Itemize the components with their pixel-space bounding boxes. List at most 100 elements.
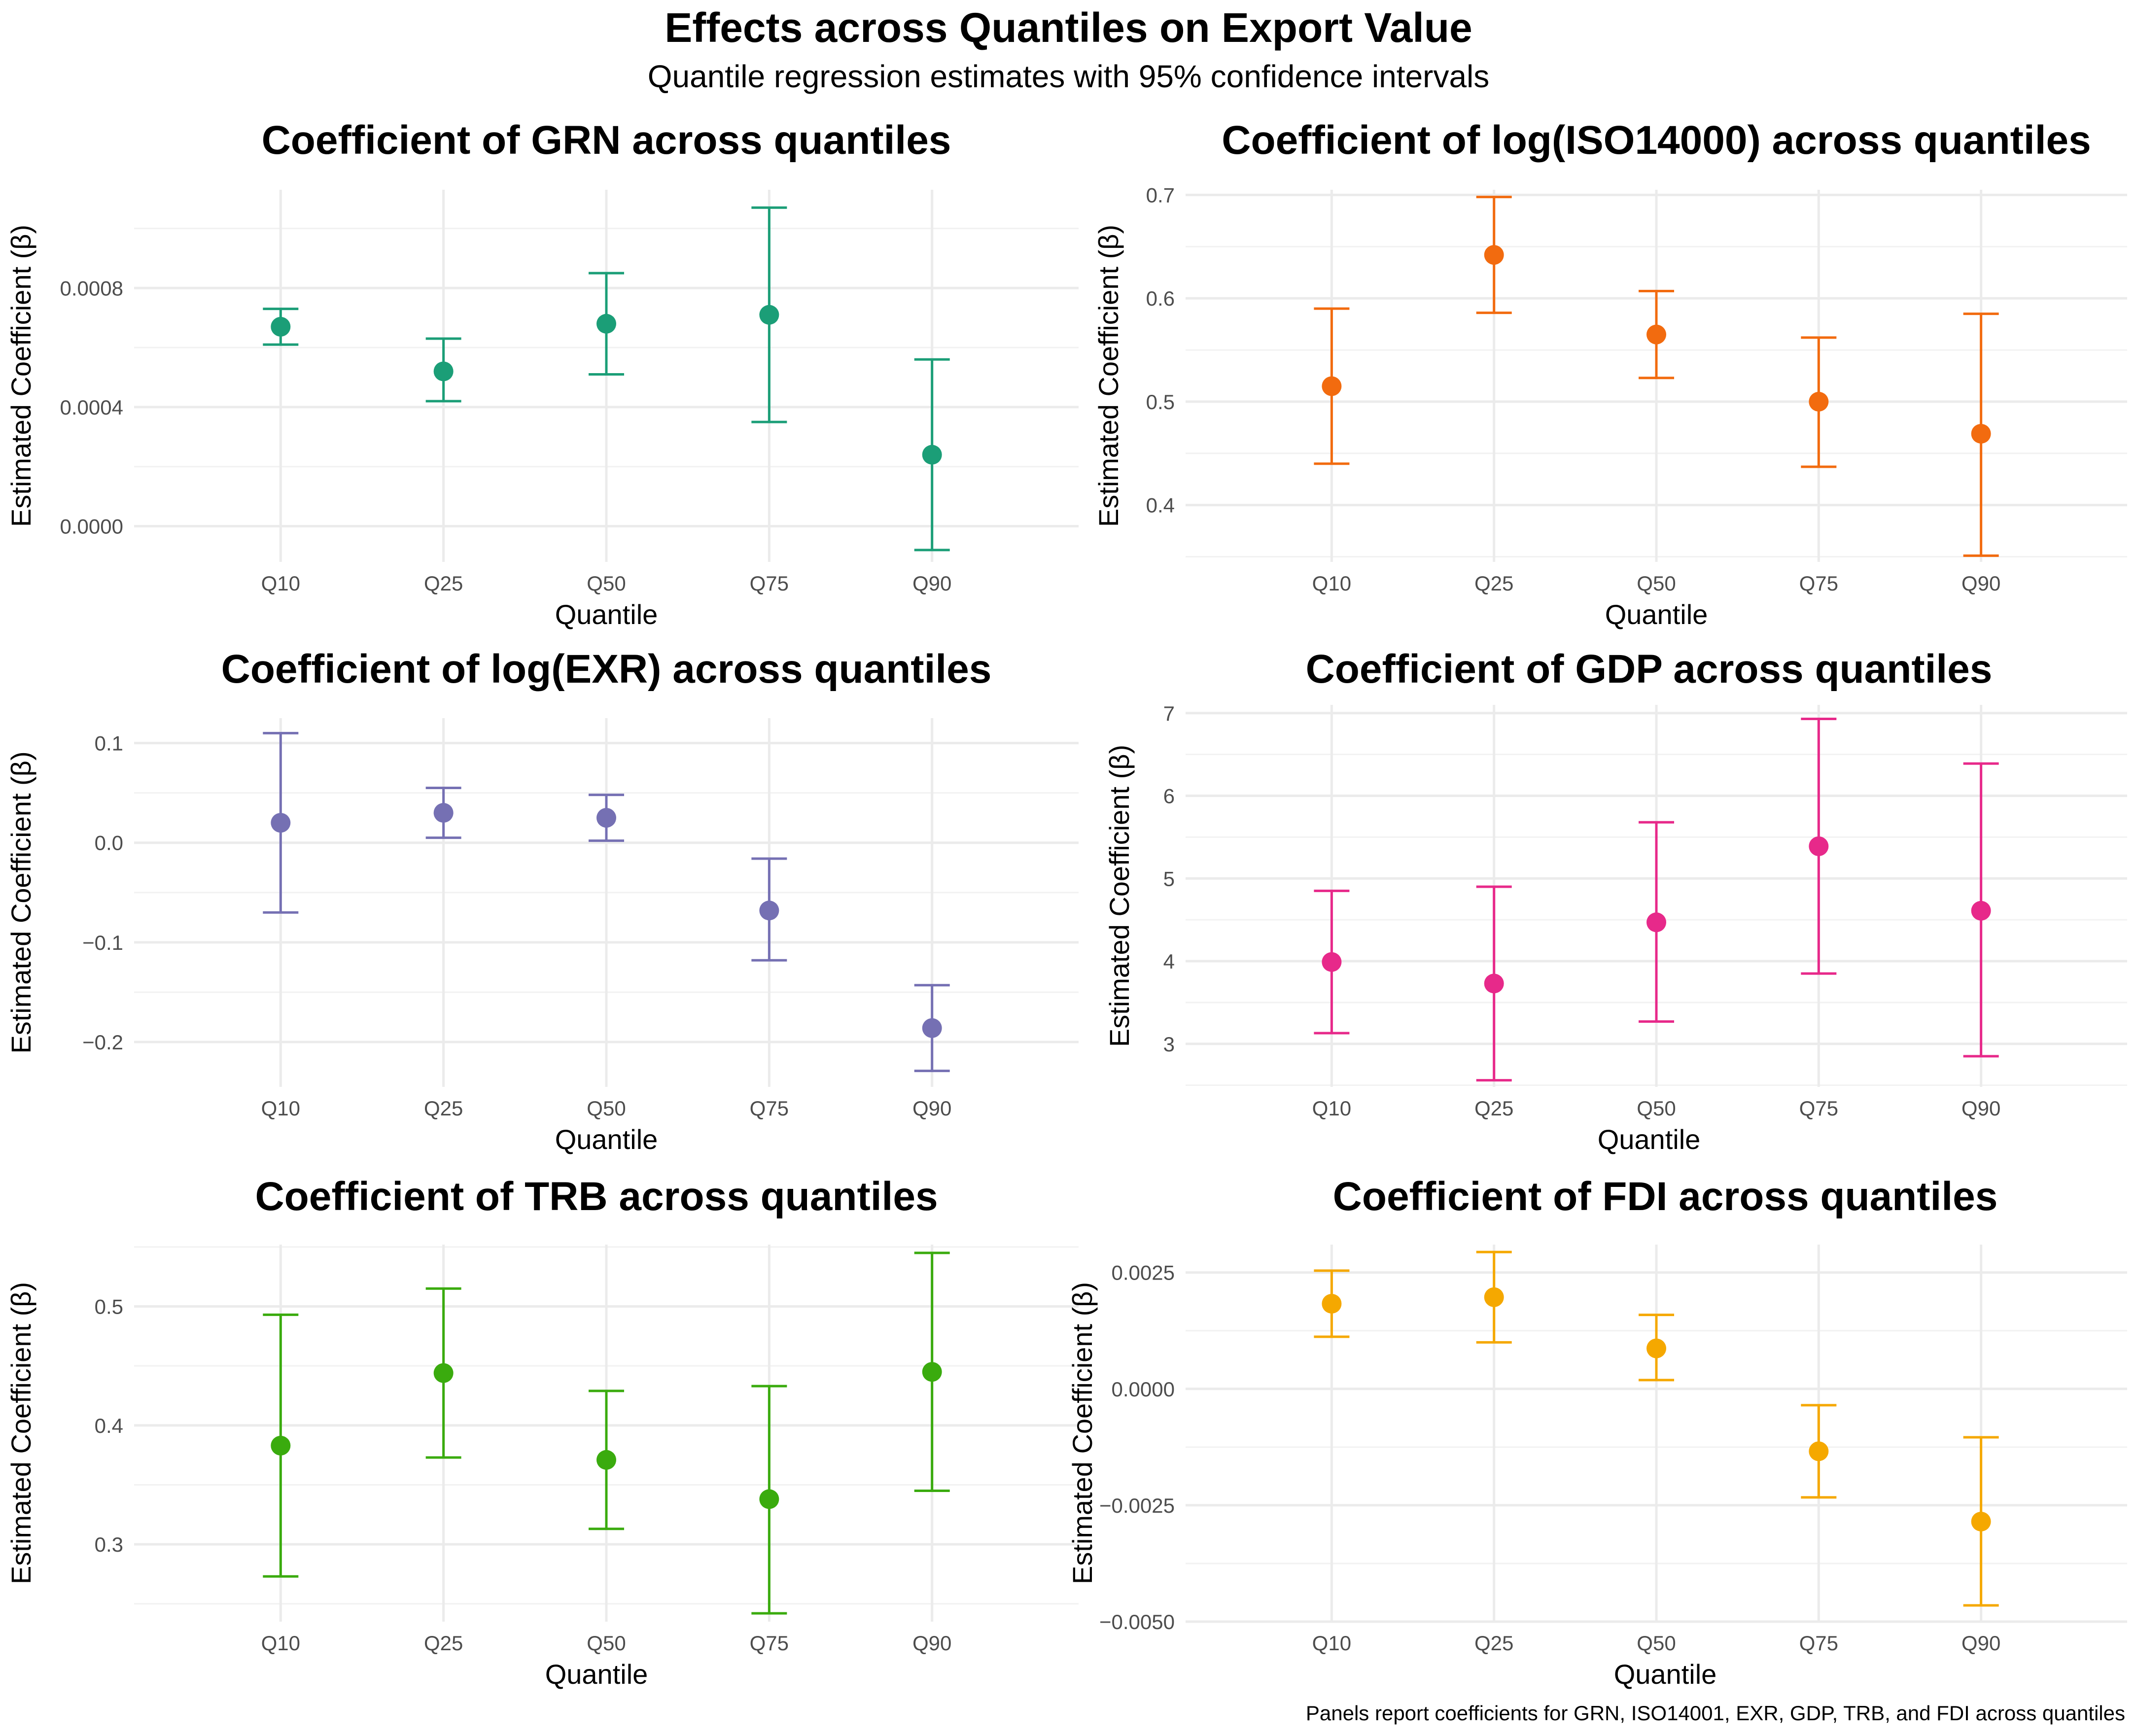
y-tick-label: 0.1 (95, 732, 123, 755)
data-point (759, 305, 779, 325)
x-tick-label: Q10 (1312, 1632, 1351, 1655)
y-tick-label: 0.6 (1146, 287, 1175, 310)
x-tick-label: Q75 (1799, 572, 1838, 595)
x-axis-label: Quantile (545, 1659, 648, 1690)
x-axis-label: Quantile (555, 599, 658, 630)
data-point (1322, 1293, 1342, 1314)
x-tick-label: Q25 (1474, 1097, 1513, 1120)
x-tick-label: Q75 (750, 1632, 789, 1655)
data-point (1322, 952, 1342, 972)
chart-panel-3: −0.2 −0.1 0.0 0.1 Q10 Q25 Q50 Q75 Q90 Coefficient… (5, 647, 1079, 1155)
figure-subtitle: Quantile regression estimates with 95% c… (647, 59, 1490, 94)
chart-panel-4: 3 4 5 6 7 Q10 Q25 Q50 Q75 Q90 Coefficient of GDP a… (1104, 647, 2127, 1155)
y-axis-label: Estimated Coefficient (β) (5, 751, 36, 1053)
x-tick-label: Q10 (261, 1097, 300, 1120)
x-axis-label: Quantile (1598, 1124, 1701, 1155)
data-point (433, 803, 454, 823)
data-point (1322, 376, 1342, 396)
y-tick-label: 0.0008 (60, 277, 123, 300)
y-tick-label: −0.2 (82, 1031, 123, 1054)
x-tick-label: Q50 (587, 1632, 626, 1655)
panel-title: Coefficient of log(ISO14000) across quan… (1222, 118, 2091, 163)
y-axis-label: Estimated Coefficient (β) (5, 1282, 36, 1584)
data-point (759, 901, 779, 921)
y-axis-label: Estimated Coefficient (β) (1093, 225, 1124, 527)
data-point (1809, 391, 1829, 412)
data-point (1971, 901, 1991, 921)
y-tick-label: 0.0025 (1112, 1261, 1175, 1285)
data-point (1647, 324, 1666, 345)
y-tick-label: 4 (1163, 950, 1175, 973)
data-point (1484, 1287, 1504, 1307)
y-tick-label: 0.4 (1146, 494, 1175, 517)
y-tick-label: 0.4 (95, 1414, 123, 1437)
y-tick-label: 7 (1163, 702, 1175, 725)
figure-title: Effects across Quantiles on Export Value (665, 4, 1472, 51)
y-tick-label: 3 (1163, 1033, 1175, 1056)
x-tick-label: Q75 (1799, 1097, 1838, 1120)
x-tick-label: Q10 (1312, 572, 1351, 595)
data-point (1484, 245, 1504, 265)
y-axis-label: Estimated Coefficient (β) (1104, 745, 1135, 1047)
data-point (1971, 423, 1991, 444)
x-tick-label: Q25 (424, 1632, 463, 1655)
x-tick-label: Q50 (1637, 572, 1676, 595)
chart-panel-2: 0.4 0.5 0.6 0.7 Q10 Q25 Q50 Q75 Q90 Coefficient o… (1093, 118, 2127, 630)
data-point (596, 313, 616, 334)
data-point (1809, 1441, 1829, 1461)
x-axis-label: Quantile (555, 1124, 658, 1155)
panel-title: Coefficient of log(EXR) across quantiles (221, 647, 992, 692)
x-tick-label: Q75 (1799, 1632, 1838, 1655)
y-tick-label: 6 (1163, 785, 1175, 808)
x-tick-label: Q75 (750, 572, 789, 595)
x-tick-label: Q50 (1637, 1097, 1676, 1120)
data-point (922, 445, 942, 465)
y-tick-label: 0.3 (95, 1533, 123, 1556)
data-point (1647, 1338, 1666, 1358)
x-tick-label: Q50 (1637, 1632, 1676, 1655)
y-tick-label: 0.7 (1146, 183, 1175, 207)
x-tick-label: Q50 (587, 572, 626, 595)
data-point (596, 1450, 616, 1470)
x-tick-label: Q25 (424, 1097, 463, 1120)
data-point (271, 316, 291, 337)
x-axis-label: Quantile (1605, 599, 1708, 630)
x-tick-label: Q75 (750, 1097, 789, 1120)
data-point (271, 813, 291, 833)
chart-panel-1: 0.0000 0.0004 0.0008 Q10 Q25 Q50 Q75 Q90 Coeffic… (5, 118, 1079, 630)
y-tick-label: 0.0000 (1112, 1378, 1175, 1401)
y-tick-label: 0.0000 (60, 515, 123, 538)
x-tick-label: Q10 (1312, 1097, 1351, 1120)
data-point (433, 1363, 454, 1383)
x-tick-label: Q25 (424, 572, 463, 595)
data-point (596, 808, 616, 828)
x-axis-label: Quantile (1614, 1659, 1717, 1690)
x-tick-label: Q90 (1962, 1097, 2000, 1120)
y-tick-label: −0.0025 (1099, 1494, 1175, 1517)
y-axis-label: Estimated Coefficient (β) (5, 225, 36, 527)
data-point (1809, 836, 1829, 856)
chart-panel-5: 0.3 0.4 0.5 Q10 Q25 Q50 Q75 Q90 Coefficient of T… (5, 1174, 1079, 1690)
data-point (922, 1362, 942, 1382)
x-tick-label: Q25 (1474, 1632, 1513, 1655)
x-tick-label: Q90 (912, 1097, 951, 1120)
chart-panel-6: −0.0050 −0.0025 0.0000 0.0025 Q10 Q25 Q50 Q75 Q9… (1067, 1174, 2127, 1690)
data-point (433, 361, 454, 382)
panel-title: Coefficient of FDI across quantiles (1333, 1174, 1998, 1219)
y-tick-label: −0.1 (82, 931, 123, 954)
y-tick-label: 0.5 (1146, 390, 1175, 414)
y-tick-label: 0.5 (95, 1295, 123, 1318)
x-tick-label: Q90 (1962, 1632, 2000, 1655)
x-tick-label: Q90 (1962, 572, 2000, 595)
y-tick-label: 0.0004 (60, 396, 123, 419)
x-tick-label: Q90 (912, 1632, 951, 1655)
y-tick-label: 5 (1163, 867, 1175, 890)
data-point (271, 1435, 291, 1456)
panel-title: Coefficient of TRB across quantiles (255, 1174, 938, 1219)
y-axis-label: Estimated Coefficient (β) (1067, 1282, 1098, 1584)
figure-caption: Panels report coefficients for GRN, ISO1… (1305, 1701, 2125, 1725)
panel-title: Coefficient of GDP across quantiles (1306, 647, 1993, 692)
y-tick-label: −0.0050 (1099, 1610, 1175, 1633)
data-point (1647, 912, 1666, 933)
